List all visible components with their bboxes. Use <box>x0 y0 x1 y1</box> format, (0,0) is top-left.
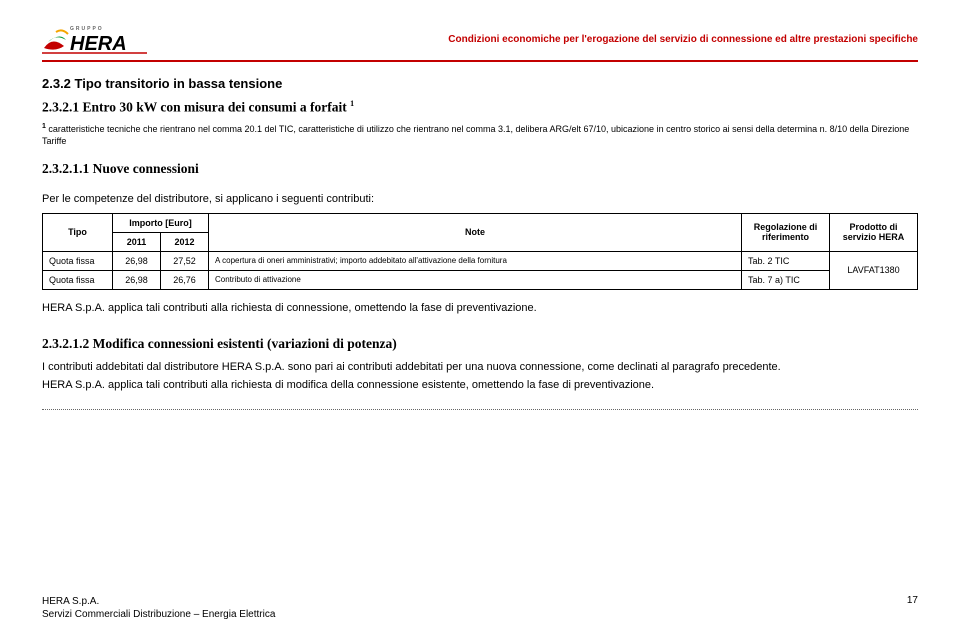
page-footer: HERA S.p.A. Servizi Commerciali Distribu… <box>42 595 918 621</box>
footnote-ref: 1 <box>350 99 354 108</box>
subsection-title-text: 2.3.2.1 Entro 30 kW con misura dei consu… <box>42 100 347 115</box>
contributi-table: Tipo Importo [Euro] Note Regolazione di … <box>42 213 918 290</box>
p2-text: applica tali contributi alla richiesta d… <box>105 379 654 391</box>
cell-y2: 27,52 <box>161 251 209 270</box>
dotted-rule <box>42 409 918 410</box>
svg-text:GRUPPO: GRUPPO <box>70 26 104 32</box>
p2-prefix: HERA S.p.A. <box>42 379 105 391</box>
cell-y1: 26,98 <box>113 251 161 270</box>
th-importo: Importo [Euro] <box>113 213 209 232</box>
th-year-2: 2012 <box>161 232 209 251</box>
cell-y1: 26,98 <box>113 270 161 289</box>
cell-tipo: Quota fissa <box>43 251 113 270</box>
cell-tipo: Quota fissa <box>43 270 113 289</box>
th-year-1: 2011 <box>113 232 161 251</box>
cell-reg: Tab. 2 TIC <box>742 251 830 270</box>
cell-note: Contributo di attivazione <box>209 270 742 289</box>
table-row: Quota fissa 26,98 26,76 Contributo di at… <box>43 270 918 289</box>
subsubsection-title: 2.3.2.1.1 Nuove connessioni <box>42 161 918 177</box>
cell-note: A copertura di oneri amministrativi; imp… <box>209 251 742 270</box>
footnote-text: caratteristiche tecniche che rientrano n… <box>42 124 909 146</box>
svg-text:HERA: HERA <box>70 33 127 55</box>
header-rule <box>42 60 918 62</box>
th-regolazione: Regolazione di riferimento <box>742 213 830 251</box>
subsection2-title: 2.3.2.1.2 Modifica connessioni esistenti… <box>42 336 918 352</box>
apply-paragraph: HERA S.p.A. applica tali contributi alla… <box>42 302 918 314</box>
lead-text: Per le competenze del distributore, si a… <box>42 193 918 205</box>
table-row: Quota fissa 26,98 27,52 A copertura di o… <box>43 251 918 270</box>
footnote-marker: 1 <box>42 123 46 130</box>
page-number: 17 <box>907 595 918 621</box>
page-header: GRUPPO HERA Condizioni economiche per l'… <box>42 22 918 56</box>
th-note: Note <box>209 213 742 251</box>
th-tipo: Tipo <box>43 213 113 251</box>
running-header: Condizioni economiche per l'erogazione d… <box>192 34 918 45</box>
cell-y2: 26,76 <box>161 270 209 289</box>
cell-prodotto: LAVFAT1380 <box>830 251 918 289</box>
apply-prefix: HERA S.p.A. <box>42 302 105 314</box>
hera-logo: GRUPPO HERA <box>42 22 192 56</box>
footnote-line: 1 caratteristiche tecniche che rientrano… <box>42 122 918 147</box>
subsection-title: 2.3.2.1 Entro 30 kW con misura dei consu… <box>42 99 918 116</box>
cell-reg: Tab. 7 a) TIC <box>742 270 830 289</box>
apply-text: applica tali contributi alla richiesta d… <box>105 302 537 314</box>
section2-p1: I contributi addebitati dal distributore… <box>42 358 918 377</box>
footer-line-2: Servizi Commerciali Distribuzione – Ener… <box>42 608 275 621</box>
th-prodotto: Prodotto di servizio HERA <box>830 213 918 251</box>
footer-line-1: HERA S.p.A. <box>42 595 275 608</box>
section-title: 2.3.2 Tipo transitorio in bassa tensione <box>42 76 918 91</box>
section2-p2: HERA S.p.A. applica tali contributi alla… <box>42 376 918 395</box>
